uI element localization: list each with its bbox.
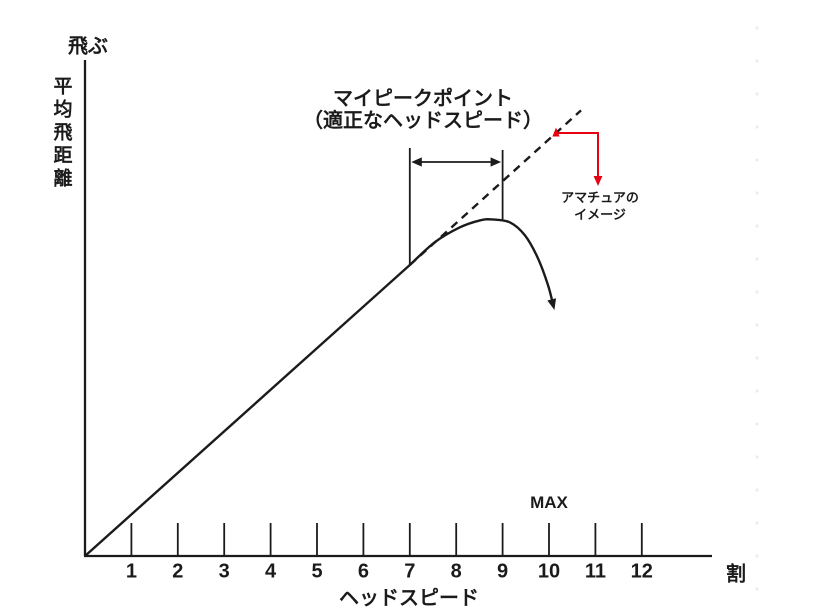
- y-axis-label: 平均飛距離: [50, 76, 72, 191]
- faint-dot: [755, 158, 759, 162]
- x-tick-label: 4: [265, 560, 277, 583]
- amateur-image-note-line1: アマチュアの: [561, 190, 639, 205]
- chart-series-group: [83, 60, 712, 558]
- faint-dot: [755, 191, 759, 195]
- x-tick-label: 11: [584, 560, 606, 583]
- faint-dot: [755, 290, 759, 294]
- faint-dot: [755, 488, 759, 492]
- x-tick-label: 5: [311, 560, 323, 583]
- faint-dot: [755, 356, 759, 360]
- y-axis-top-label: 飛ぶ: [68, 35, 108, 58]
- faint-dot: [755, 455, 759, 459]
- faint-dot: [755, 422, 759, 426]
- amateur-arrow-up-arrowhead-icon: [552, 127, 560, 137]
- x-tick-label: 2: [172, 560, 184, 583]
- amateur-arrow-elbow-line: [556, 132, 599, 180]
- peak-point-title: マイピークポイント （適正なヘッドスピード）: [303, 88, 543, 132]
- faint-dot: [755, 26, 759, 30]
- faint-dot: [755, 224, 759, 228]
- x-tick-label: 1: [125, 560, 137, 583]
- peak-point-title-line2: （適正なヘッドスピード）: [303, 110, 543, 132]
- faint-dot-column: [755, 26, 759, 591]
- x-tick-label: 9: [497, 560, 509, 583]
- series-solid-curve: [408, 218, 555, 306]
- faint-dot: [755, 587, 759, 591]
- x-tick-label: 7: [404, 560, 416, 583]
- x-tick-label: 6: [357, 560, 369, 583]
- curve-end-arrowhead-icon: [547, 298, 557, 311]
- faint-dot: [755, 554, 759, 558]
- faint-dot: [755, 92, 759, 96]
- x-axis-unit-label: 割: [726, 563, 746, 586]
- faint-dot: [755, 521, 759, 525]
- max-label: MAX: [530, 493, 568, 512]
- x-axis-label: ヘッドスピード: [339, 587, 479, 610]
- faint-dot: [755, 389, 759, 393]
- amateur-arrow-down-arrowhead-icon: [593, 176, 603, 186]
- faint-dot: [755, 59, 759, 63]
- series-solid: [84, 264, 411, 557]
- double-arrow-right-arrowhead-icon: [490, 157, 502, 167]
- faint-dot: [755, 323, 759, 327]
- x-tick-label: 3: [218, 560, 230, 583]
- double-arrow-left-arrowhead-icon: [411, 157, 422, 167]
- peak-point-title-line1: マイピークポイント: [333, 88, 513, 110]
- amateur-image-note-line2: イメージ: [574, 207, 626, 222]
- series-dashed: [408, 109, 582, 266]
- x-tick-label: 8: [450, 560, 462, 583]
- amateur-arrow-group: [552, 127, 603, 186]
- x-tick-label: 12: [630, 560, 653, 583]
- amateur-image-note: アマチュアの イメージ: [561, 189, 639, 223]
- faint-dot: [755, 257, 759, 261]
- x-tick-label: 10: [537, 560, 561, 583]
- faint-dot: [755, 125, 759, 129]
